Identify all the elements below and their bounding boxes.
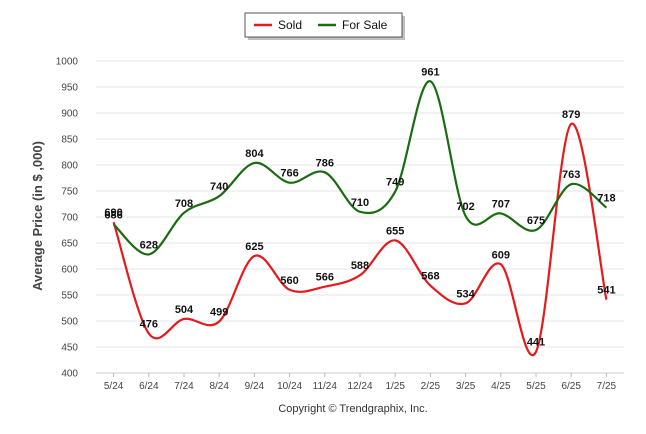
series-line-for-sale [112, 80, 608, 256]
data-label: 441 [527, 337, 545, 349]
data-label: 710 [351, 197, 369, 209]
y-tick-label: 700 [61, 213, 78, 224]
data-label: 740 [210, 181, 228, 193]
legend-entry: For Sale [342, 18, 388, 32]
y-tick-label: 950 [61, 83, 78, 94]
x-tick-label: 9/24 [245, 381, 265, 392]
data-labels: 690 476 504 499 625 560 566 588 655 568 534 609 441 8… [104, 66, 615, 348]
data-label: 786 [316, 157, 334, 169]
x-tick-label: 6/25 [561, 381, 581, 392]
x-axis: 5/24 6/24 7/24 8/24 9/24 10/24 11/24 12/24 1/25 2… [96, 372, 624, 392]
data-label: 690 [104, 207, 122, 219]
data-label: 675 [527, 215, 545, 227]
x-tick-label: 10/24 [277, 381, 302, 392]
x-tick-label: 6/24 [139, 381, 159, 392]
y-axis-label: Average Price (in $ ,000) [30, 141, 45, 291]
data-label: 702 [456, 201, 474, 213]
data-label: 708 [175, 198, 193, 210]
data-label: 499 [210, 307, 228, 319]
x-tick-label: 5/24 [104, 381, 124, 392]
data-label: 766 [280, 168, 298, 180]
y-tick-label: 900 [61, 109, 78, 120]
data-label: 625 [245, 241, 263, 253]
x-tick-label: 5/25 [526, 381, 546, 392]
grid [96, 60, 624, 374]
copyright-footer: Copyright © Trendgraphix, Inc. [278, 403, 427, 415]
x-tick-label: 1/25 [385, 381, 405, 392]
data-label: 718 [597, 193, 615, 205]
data-label: 504 [175, 304, 194, 316]
data-label: 609 [492, 249, 510, 261]
y-tick-label: 1000 [56, 57, 79, 68]
y-tick-label: 750 [61, 187, 78, 198]
data-label: 763 [562, 169, 580, 181]
y-tick-label: 550 [61, 291, 78, 302]
data-label: 655 [386, 225, 404, 237]
x-tick-label: 7/24 [174, 381, 194, 392]
data-label: 541 [597, 285, 615, 297]
series-group [112, 80, 608, 357]
data-label: 961 [421, 66, 439, 78]
data-label: 588 [351, 260, 369, 272]
y-tick-label: 800 [61, 161, 78, 172]
data-label: 749 [386, 177, 404, 189]
y-tick-label: 650 [61, 239, 78, 250]
data-label: 804 [245, 148, 264, 160]
data-label: 707 [492, 198, 510, 210]
y-axis: 400 450 500 550 600 650 700 750 800 850 900 950 1000 [56, 57, 79, 380]
data-label: 566 [316, 272, 334, 284]
x-tick-label: 7/25 [597, 381, 617, 392]
y-tick-label: 850 [61, 135, 78, 146]
x-tick-label: 8/24 [209, 381, 229, 392]
x-tick-label: 11/24 [313, 381, 338, 392]
data-label: 686 [104, 209, 122, 221]
legend: Sold For Sale [244, 12, 405, 40]
x-tick-label: 12/24 [347, 381, 372, 392]
y-tick-label: 600 [61, 265, 78, 276]
x-tick-label: 3/25 [456, 381, 476, 392]
data-label: 568 [421, 271, 439, 283]
y-tick-label: 400 [61, 369, 78, 380]
x-tick-label: 2/25 [421, 381, 441, 392]
series-line-sold [112, 122, 608, 357]
data-label: 534 [456, 288, 475, 300]
y-tick-label: 500 [61, 317, 78, 328]
y-tick-label: 450 [61, 343, 78, 354]
legend-entry: Sold [278, 18, 302, 32]
x-tick-label: 4/25 [491, 381, 511, 392]
data-label: 879 [562, 109, 580, 121]
data-label: 476 [140, 318, 158, 330]
data-label: 628 [140, 239, 158, 251]
data-label: 560 [280, 275, 298, 287]
